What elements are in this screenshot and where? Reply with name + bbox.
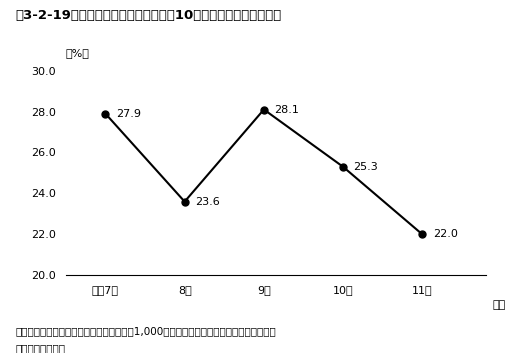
Text: 22.0: 22.0 (432, 229, 457, 239)
Text: （%）: （%） (66, 48, 89, 58)
Text: 25.3: 25.3 (352, 162, 377, 172)
Text: 28.1: 28.1 (274, 104, 298, 114)
Text: 注）現在保有し、設備の維持費を措置する1,000万円以上の研究設備を対象としている。: 注）現在保有し、設備の維持費を措置する1,000万円以上の研究設備を対象としてい… (15, 327, 275, 336)
Text: 27.9: 27.9 (116, 109, 140, 119)
Text: （年度）: （年度） (492, 300, 505, 310)
Text: 23.6: 23.6 (194, 197, 219, 207)
Text: 資料：文部省調べ: 資料：文部省調べ (15, 343, 65, 353)
Text: 第3-2-19図　国立大学における購入後10年を経過した設備の割合: 第3-2-19図 国立大学における購入後10年を経過した設備の割合 (15, 9, 281, 22)
